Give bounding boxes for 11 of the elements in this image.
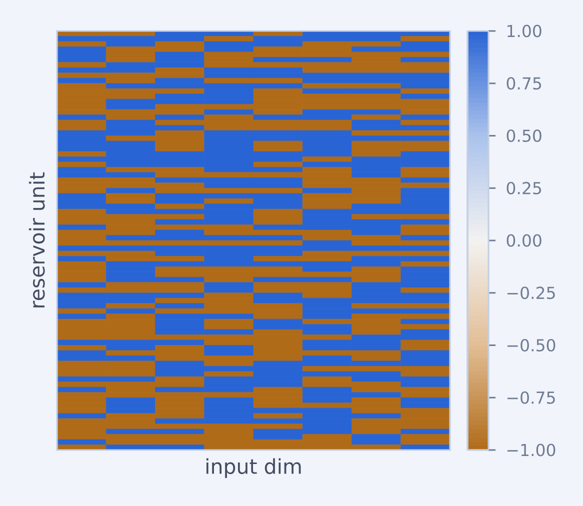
color-bar-label: 0.25 (506, 182, 542, 194)
color-bar-label: 0.75 (506, 77, 542, 90)
x-axis-title: input dim (206, 458, 301, 478)
color-bar-label: 0.50 (506, 130, 542, 142)
color-bar-label: −1.00 (507, 444, 556, 456)
color-bar-label: 1.00 (508, 24, 542, 38)
y-axis-title: reservoir unit (28, 172, 45, 308)
color-bar-label: −0.75 (507, 391, 555, 404)
color-bar-label: 0.00 (506, 234, 542, 247)
color-bar-label: −0.50 (507, 339, 556, 352)
color-bar-label: −0.25 (507, 286, 555, 300)
